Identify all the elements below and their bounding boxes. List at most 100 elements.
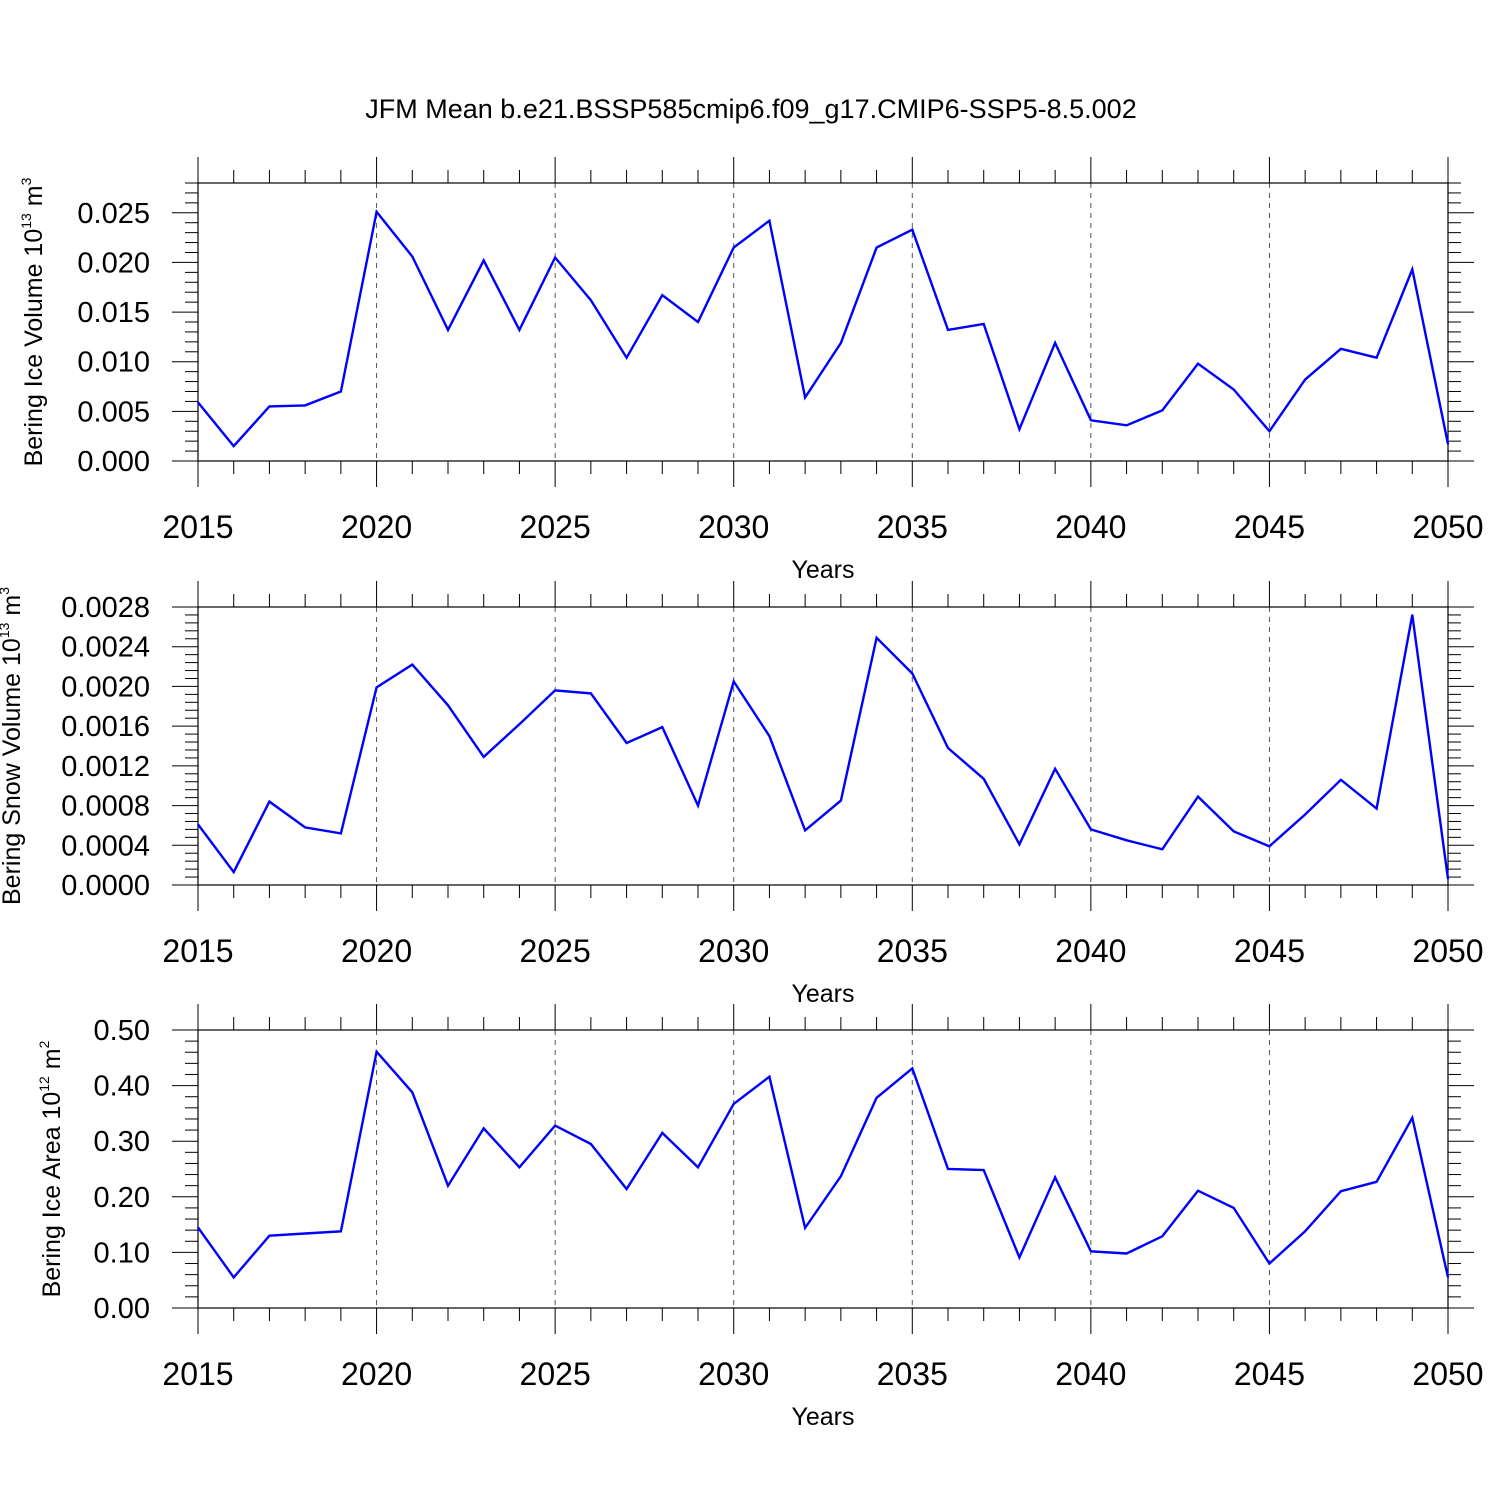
data-point [1340,778,1342,781]
data-point [197,823,199,826]
y-axis-label: Bering Snow Volume 1013 m3 [0,587,26,905]
data-point [304,826,306,829]
data-point [1447,878,1449,880]
y-tick-label: 0.0000 [61,870,150,902]
x-tick-label: 2025 [520,1356,591,1392]
data-point [1197,795,1199,798]
data-point [268,800,271,803]
y-tick-label: 0.0016 [61,711,150,743]
data-point [804,396,806,399]
data-point [1232,388,1235,391]
data-point [1232,1207,1235,1209]
data-point [1090,1250,1092,1253]
x-tick-label: 2020 [341,509,412,545]
data-point [590,1143,592,1145]
data-point [1161,409,1164,412]
data-point [554,256,556,259]
data-point [554,689,556,692]
data-point [340,832,342,835]
y-tick-label: 0.010 [77,347,150,379]
data-point [1054,1176,1056,1179]
x-tick-label: 2040 [1055,1356,1126,1392]
data-point [1125,839,1128,842]
data-point [268,1234,271,1237]
data-point [1090,419,1092,422]
y-tick-label: 0.00 [94,1293,150,1325]
data-point [1125,424,1128,427]
data-point [340,1230,342,1233]
data-point [768,735,771,737]
data-point [911,1067,914,1070]
data-point [411,1091,414,1094]
x-tick-label: 2030 [698,509,769,545]
data-point [197,1226,199,1229]
data-point [768,219,771,222]
data-point [482,259,485,262]
data-point [982,777,985,780]
data-point [1018,843,1021,846]
data-point [518,329,521,331]
data-point [1304,378,1306,381]
data-point [340,390,342,393]
data-point [875,246,878,249]
x-tick-label: 2045 [1234,509,1305,545]
data-point [840,1175,842,1178]
x-tick-label: 2020 [341,1356,412,1392]
x-tick-label: 2050 [1412,933,1483,969]
y-tick-label: 0.20 [94,1182,150,1214]
y-tick-label: 0.40 [94,1071,150,1103]
data-point [840,799,842,802]
data-point [1304,813,1306,816]
data-point [1411,1117,1414,1119]
x-tick-label: 2050 [1412,1356,1483,1392]
data-point [554,1124,556,1127]
x-tick-label: 2040 [1055,933,1126,969]
data-point [375,1050,378,1053]
data-point [411,663,414,666]
figure-title: JFM Mean b.e21.BSSP585cmip6.f09_g17.CMIP… [365,94,1136,124]
data-point [1161,848,1164,851]
data-point [232,1276,235,1279]
x-tick-label: 2025 [520,509,591,545]
y-tick-label: 0.0012 [61,751,150,783]
data-point [911,228,914,231]
x-tick-label: 2030 [698,933,769,969]
data-point [947,747,949,749]
x-tick-label: 2040 [1055,509,1126,545]
data-point [375,686,378,689]
data-point [197,401,199,404]
data-point [590,692,592,695]
y-tick-label: 0.0004 [61,830,150,862]
data-point [804,829,806,832]
x-axis-label: Years [791,980,854,1008]
data-point [947,1168,949,1170]
y-tick-label: 0.025 [77,198,150,230]
data-point [732,1103,735,1105]
data-point [697,1166,699,1169]
data-point [661,726,664,728]
data-point [1125,1252,1128,1255]
data-point [625,356,628,359]
y-tick-label: 0.020 [77,247,150,279]
x-axis-label: Years [791,1403,854,1431]
series-line [197,1049,1450,1280]
data-point [482,1127,485,1130]
data-point [1447,443,1449,445]
data-point [518,1166,521,1169]
data-point [840,342,842,344]
data-point [982,1169,985,1171]
data-point [1304,1230,1306,1233]
data-point [447,704,449,707]
data-point [1340,348,1342,350]
y-tick-label: 0.10 [94,1237,150,1269]
data-point [1447,1276,1449,1279]
data-point [518,723,521,725]
data-point [1018,1256,1021,1259]
data-point [411,255,414,258]
data-point [1411,614,1414,616]
x-tick-label: 2030 [698,1356,769,1392]
data-point [1197,1189,1199,1192]
data-point [661,1132,664,1134]
data-point [732,246,735,249]
